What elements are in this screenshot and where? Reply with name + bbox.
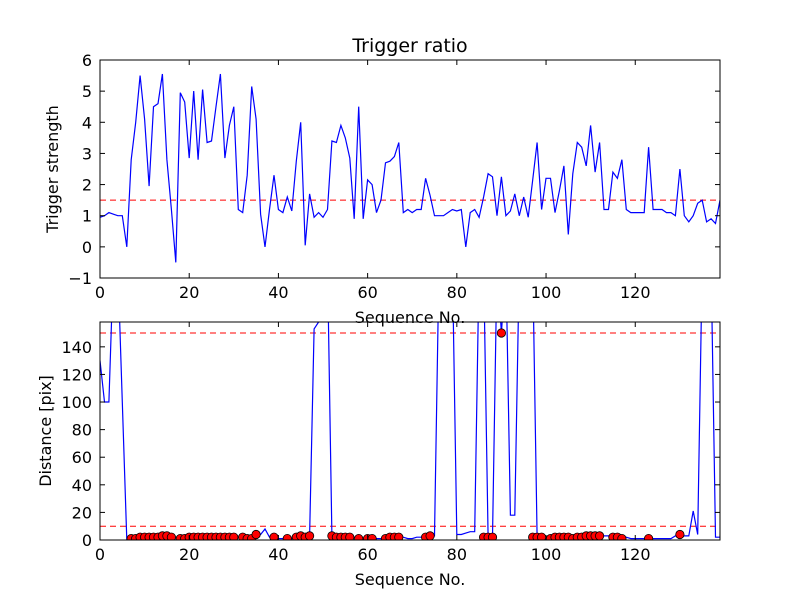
x-tick-label: 20 [179, 283, 199, 302]
x-tick-label: 40 [268, 545, 288, 564]
y-axis-ticks: −1 0 1 2 3 4 5 6 [68, 51, 720, 288]
distance-markers [126, 328, 685, 540]
y-tick-label: 0 [82, 238, 92, 257]
x-tick-label: 80 [447, 283, 467, 302]
x-axis-ticks: 0 20 40 60 80 100 120 [95, 322, 651, 564]
y-axis-label: Trigger strength [43, 105, 62, 234]
x-axis-label: Sequence No. [355, 308, 466, 327]
y-tick-label: 60 [72, 448, 92, 467]
distance-series [100, 322, 720, 540]
x-tick-label: 120 [620, 545, 651, 564]
y-axis-ticks: 0 20 40 60 80 100 120 140 [61, 338, 720, 550]
x-tick-label: 40 [268, 283, 288, 302]
distance-marker [282, 534, 292, 540]
y-tick-label: 1 [82, 207, 92, 226]
distance-marker [229, 532, 239, 540]
y-tick-label: 80 [72, 421, 92, 440]
trigger-strength-line [100, 73, 720, 263]
plot-frame [99, 321, 721, 541]
y-tick-label: 5 [82, 82, 92, 101]
distance-marker [595, 531, 605, 540]
x-tick-label: 0 [95, 283, 105, 302]
y-tick-label: 20 [72, 503, 92, 522]
distance-marker [425, 531, 435, 540]
trigger-ratio-plot: Trigger ratio 0 20 40 60 80 100 120 −10123456 … [43, 35, 721, 327]
y-tick-label: 2 [82, 176, 92, 195]
y-tick-label: 40 [72, 476, 92, 495]
x-tick-label: 100 [531, 545, 562, 564]
y-tick-label: 120 [61, 365, 92, 384]
x-tick-label: 0 [95, 545, 105, 564]
chart-title: Trigger ratio [351, 35, 467, 57]
distance-marker [496, 328, 506, 338]
distance-marker [367, 534, 377, 540]
y-tick-label: 0 [82, 531, 92, 550]
distance-marker [251, 529, 261, 540]
distance-marker [354, 534, 364, 540]
x-tick-label: 60 [357, 545, 377, 564]
plot-frame [99, 59, 721, 279]
y-tick-label: 3 [82, 144, 92, 163]
x-axis-ticks: 0 20 40 60 80 100 120 [95, 60, 651, 302]
x-tick-label: 100 [531, 283, 562, 302]
trigger-series [100, 73, 720, 263]
distance-marker [675, 529, 685, 540]
distance-marker [617, 534, 627, 540]
x-tick-label: 120 [620, 283, 651, 302]
x-tick-label: 60 [357, 283, 377, 302]
distance-marker [487, 532, 498, 540]
x-tick-label: 80 [447, 545, 467, 564]
distance-marker [345, 532, 355, 540]
threshold-lines [100, 332, 720, 527]
y-tick-label: 4 [82, 113, 92, 132]
x-tick-label: 20 [179, 545, 199, 564]
y-tick-label: 6 [82, 51, 92, 70]
distance-plot: 0 20 40 60 80 100 120 0 20 40 60 80 100 120 140 Seque… [36, 321, 721, 589]
y-tick-label: 100 [61, 393, 92, 412]
distance-marker [394, 532, 404, 540]
y-tick-label: −1 [68, 269, 92, 288]
distance-marker [166, 532, 176, 540]
y-axis-label: Distance [pix] [36, 375, 55, 487]
distance-line [100, 322, 720, 540]
y-tick-label: 140 [61, 338, 92, 357]
distance-marker [644, 534, 654, 540]
x-axis-label: Sequence No. [355, 570, 466, 589]
distance-marker [305, 531, 315, 540]
